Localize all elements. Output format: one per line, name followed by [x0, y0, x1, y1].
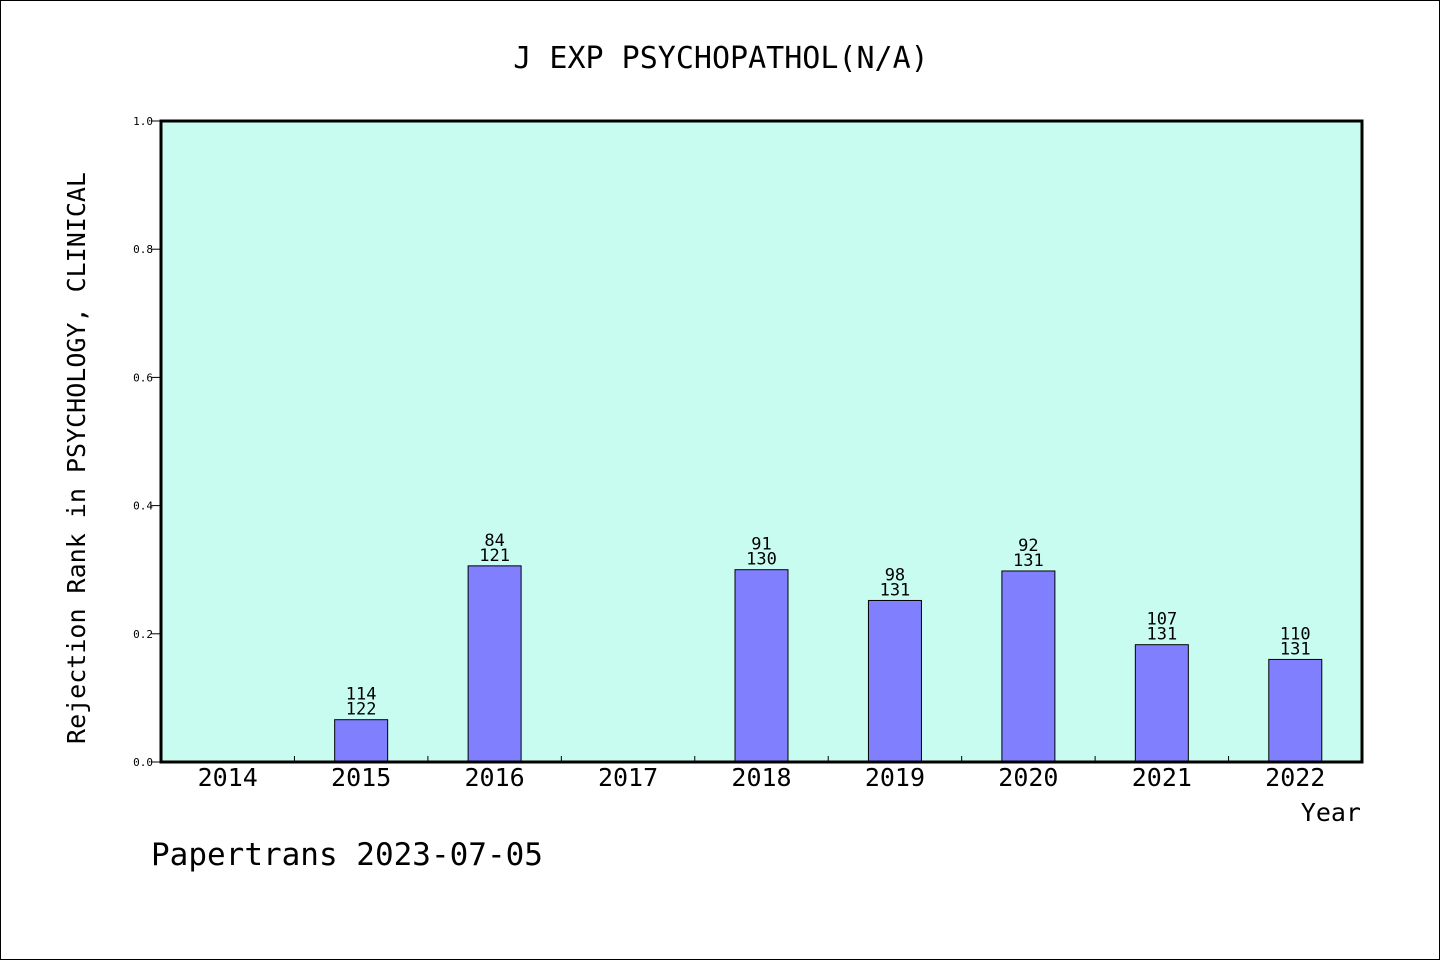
- bar-total-label-2020: 131: [1013, 551, 1044, 571]
- bar-rank-label-2018: 91: [751, 535, 771, 555]
- x-tick-label-2019: 2019: [865, 763, 925, 792]
- footer-credit: Papertrans 2023-07-05: [151, 837, 543, 873]
- x-tick-label-2022: 2022: [1265, 763, 1325, 792]
- bar-rank-label-2016: 84: [484, 531, 504, 551]
- bar-2016: [467, 565, 522, 763]
- bar-rank-label-2015: 114: [346, 685, 377, 705]
- bars-layer: [334, 565, 1323, 763]
- bar-2020: [1001, 570, 1056, 763]
- bar-2021: [1134, 644, 1189, 763]
- y-tick-label-0.4: 0.4: [133, 500, 153, 513]
- bar-rank-label-2020: 92: [1018, 536, 1038, 556]
- x-axis: 2014 2015 2016 2017 2018 2019 2020 2021 2022: [198, 756, 1325, 792]
- chart-title: J EXP PSYCHOPATHOL(N/A): [513, 41, 928, 76]
- y-tick-label-0.6: 0.6: [133, 371, 153, 384]
- y-tick-label-0.8: 0.8: [133, 243, 153, 256]
- y-tick-label-0.0: 0.0: [133, 756, 153, 769]
- x-tick-label-2018: 2018: [731, 763, 791, 792]
- bar-2022: [1268, 658, 1323, 763]
- bar-2018: [734, 569, 789, 763]
- x-tick-label-2020: 2020: [998, 763, 1058, 792]
- y-tick-label-1.0: 1.0: [133, 115, 153, 128]
- bar-total-label-2015: 122: [346, 700, 377, 720]
- x-axis-label: Year: [1301, 798, 1361, 827]
- bar-total-label-2021: 131: [1146, 625, 1177, 645]
- x-tick-label-2016: 2016: [465, 763, 525, 792]
- y-axis-label: Rejection Rank in PSYCHOLOGY, CLINICAL: [62, 172, 91, 744]
- x-tick-label-2015: 2015: [331, 763, 391, 792]
- bar-rank-label-2019: 98: [885, 565, 905, 585]
- plot-border: [159, 119, 1364, 764]
- x-tick-label-2021: 2021: [1132, 763, 1192, 792]
- x-tick-label-2014: 2014: [198, 763, 258, 792]
- bar-total-label-2022: 131: [1280, 639, 1311, 659]
- bar-rank-label-2021: 107: [1146, 610, 1177, 630]
- y-axis: 0.0 0.2 0.4 0.6 0.8 1.0: [133, 115, 161, 769]
- bar-2015: [334, 719, 389, 763]
- bar-rank-label-2022: 110: [1280, 624, 1311, 644]
- bar-total-label-2018: 130: [746, 550, 777, 570]
- x-tick-label-2017: 2017: [598, 763, 658, 792]
- bar-total-label-2016: 121: [479, 546, 510, 566]
- bar-2019: [867, 599, 922, 763]
- bar-total-label-2019: 131: [880, 580, 911, 600]
- y-tick-label-0.2: 0.2: [133, 628, 153, 641]
